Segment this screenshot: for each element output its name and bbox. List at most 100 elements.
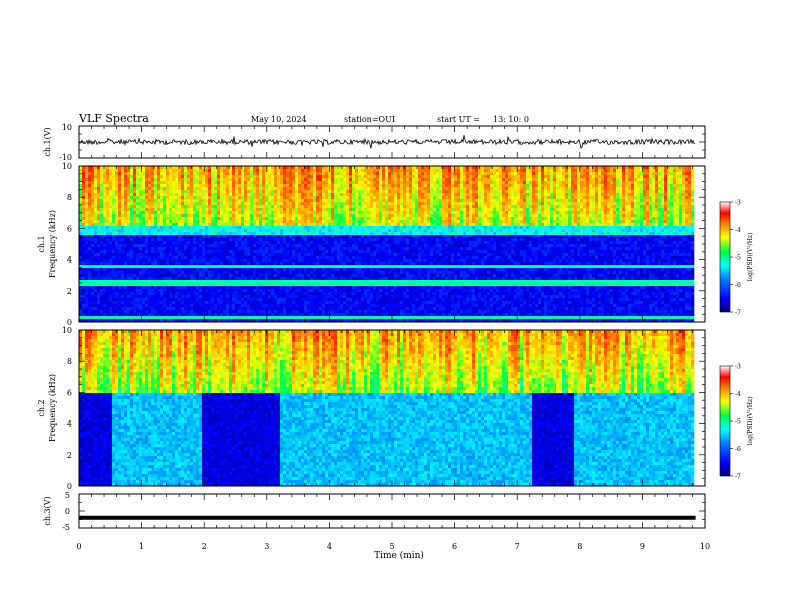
spec1-cell-34-27 xyxy=(181,247,185,251)
spec1-cell-60-12 xyxy=(259,202,263,206)
spec1-cell-6-4 xyxy=(97,178,101,182)
spec1-cell-65-38 xyxy=(274,280,278,284)
spec1-cell-12-31 xyxy=(115,259,119,263)
spec1-cell-1-21 xyxy=(82,229,86,233)
spec1-cell-33-0 xyxy=(178,166,182,170)
spec1-cell-68-24 xyxy=(283,238,287,242)
spec1-cell-49-17 xyxy=(226,217,230,221)
spec1-cell-71-39 xyxy=(292,283,296,287)
spec1-cell-39-32 xyxy=(196,262,200,266)
spec1-cell-23-17 xyxy=(148,217,152,221)
spec1-cell-28-44 xyxy=(163,298,167,302)
spec1-cell-69-18 xyxy=(286,220,290,224)
spec1-cell-77-32 xyxy=(310,262,314,266)
spec1-cell-54-38 xyxy=(241,280,245,284)
spec1-cell-7-1 xyxy=(100,169,104,173)
spec1-cell-83-39 xyxy=(328,283,332,287)
spec1-cell-59-8 xyxy=(256,190,260,194)
spec1-cell-8-5 xyxy=(103,181,107,185)
spec1-cell-66-33 xyxy=(277,265,281,269)
spec1-cell-61-29 xyxy=(262,253,266,257)
spec1-cell-24-30 xyxy=(151,256,155,260)
spec1-cell-72-29 xyxy=(295,253,299,257)
spec1-cell-14-49 xyxy=(121,313,125,317)
spec1-cell-59-1 xyxy=(256,169,260,173)
spec1-cell-63-39 xyxy=(268,283,272,287)
spec1-cell-68-8 xyxy=(283,190,287,194)
spec1-cell-53-40 xyxy=(238,286,242,290)
spec1-cell-7-31 xyxy=(100,259,104,263)
spec1-cell-5-29 xyxy=(94,253,98,257)
spec1-cell-74-43 xyxy=(301,295,305,299)
spec1-cell-73-18 xyxy=(298,220,302,224)
spec1-cell-92-41 xyxy=(355,289,359,293)
spec1-cell-13-41 xyxy=(118,289,122,293)
spec1-cell-20-27 xyxy=(139,247,143,251)
spec1-cell-51-13 xyxy=(232,205,236,209)
spec1-cell-76-37 xyxy=(307,277,311,281)
spec1-cell-78-33 xyxy=(313,265,317,269)
spec1-cell-61-6 xyxy=(262,184,266,188)
spec1-cell-34-37 xyxy=(181,277,185,281)
spec1-cell-64-42 xyxy=(271,292,275,296)
spec1-cell-15-0 xyxy=(124,166,128,170)
spec1-cell-51-45 xyxy=(232,301,236,305)
spec1-cell-74-22 xyxy=(301,232,305,236)
spec1-cell-14-44 xyxy=(121,298,125,302)
spec1-cell-6-31 xyxy=(97,259,101,263)
spec1-cell-36-44 xyxy=(187,298,191,302)
spec1-cell-65-42 xyxy=(274,292,278,296)
spec1-cell-18-39 xyxy=(133,283,137,287)
spec1-cell-39-31 xyxy=(196,259,200,263)
spec1-cell-22-43 xyxy=(145,295,149,299)
spec1-cell-56-23 xyxy=(247,235,251,239)
spec1-cell-65-12 xyxy=(274,202,278,206)
spec1-cell-22-16 xyxy=(145,214,149,218)
spec1-cell-93-4 xyxy=(358,178,362,182)
spec1-cell-46-44 xyxy=(217,298,221,302)
spec1-cell-29-18 xyxy=(166,220,170,224)
spec1-cell-86-41 xyxy=(337,289,341,293)
spec1-cell-21-17 xyxy=(142,217,146,221)
spec1-cell-59-42 xyxy=(256,292,260,296)
spec1-cell-82-4 xyxy=(325,178,329,182)
spec1-cell-27-23 xyxy=(160,235,164,239)
spec1-cell-72-43 xyxy=(295,295,299,299)
spec1-cell-38-33 xyxy=(193,265,197,269)
spec1-cell-17-42 xyxy=(130,292,134,296)
spec1-cell-22-28 xyxy=(145,250,149,254)
spec1-cell-2-3 xyxy=(85,175,89,179)
spec1-cell-28-51 xyxy=(163,319,167,323)
spec1-cell-82-7 xyxy=(325,187,329,191)
spec1-cell-65-10 xyxy=(274,196,278,200)
spec1-cell-90-17 xyxy=(349,217,353,221)
spec1-cell-50-39 xyxy=(229,283,233,287)
spec1-cell-74-30 xyxy=(301,256,305,260)
spec1-cell-50-14 xyxy=(229,208,233,212)
spec1-cell-45-30 xyxy=(214,256,218,260)
spec1-cell-14-34 xyxy=(121,268,125,272)
spec1-cell-22-33 xyxy=(145,265,149,269)
spec1-cell-38-29 xyxy=(193,253,197,257)
spec1-cell-63-47 xyxy=(268,307,272,311)
spec1-cell-38-25 xyxy=(193,241,197,245)
spec1-cell-60-37 xyxy=(259,277,263,281)
spec1-cell-28-45 xyxy=(163,301,167,305)
spec1-cell-36-0 xyxy=(187,166,191,170)
spec1-cell-9-16 xyxy=(106,214,110,218)
spec1-cell-27-7 xyxy=(160,187,164,191)
spec1-cell-14-9 xyxy=(121,193,125,197)
spec1-cell-69-23 xyxy=(286,235,290,239)
spec1-cell-13-1 xyxy=(118,169,122,173)
spec1-cell-58-49 xyxy=(253,313,257,317)
spec1-cell-76-34 xyxy=(307,268,311,272)
spec1-cell-59-11 xyxy=(256,199,260,203)
spec1-cell-12-45 xyxy=(115,301,119,305)
spec1-cell-79-46 xyxy=(316,304,320,308)
spec1-cell-46-7 xyxy=(217,187,221,191)
spec1-cell-10-3 xyxy=(109,175,113,179)
spec1-cell-93-11 xyxy=(358,199,362,203)
spec1-cell-92-47 xyxy=(355,307,359,311)
spec1-cell-40-27 xyxy=(199,247,203,251)
spec1-cell-69-4 xyxy=(286,178,290,182)
